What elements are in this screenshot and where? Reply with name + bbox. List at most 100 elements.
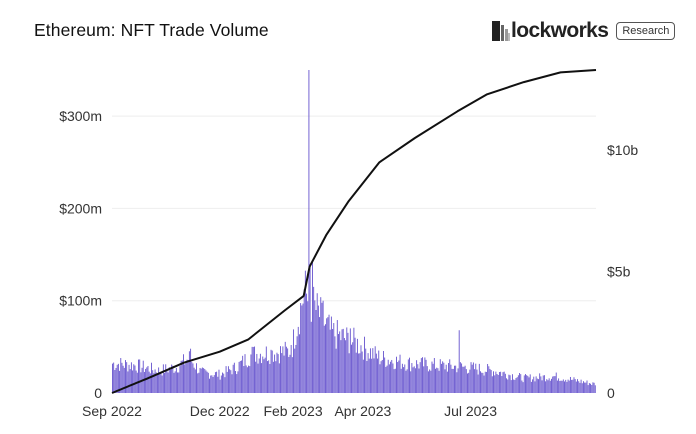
volume-bar bbox=[334, 336, 336, 393]
volume-bar bbox=[541, 380, 543, 393]
volume-bar bbox=[451, 368, 453, 393]
volume-bar bbox=[237, 371, 239, 393]
volume-bar bbox=[263, 359, 265, 393]
volume-bar bbox=[588, 383, 590, 393]
volume-bar bbox=[113, 362, 115, 393]
volume-bar bbox=[496, 373, 498, 393]
volume-bar bbox=[542, 375, 544, 393]
volume-bar bbox=[440, 363, 442, 393]
volume-bar bbox=[359, 353, 361, 393]
volume-bar bbox=[191, 361, 193, 393]
volume-bar bbox=[549, 380, 551, 393]
volume-bar bbox=[594, 385, 596, 393]
volume-bar bbox=[147, 365, 149, 393]
volume-bar bbox=[264, 357, 266, 393]
volume-bar bbox=[272, 361, 274, 393]
volume-bar bbox=[488, 366, 490, 393]
volume-bar bbox=[445, 364, 447, 393]
volume-bar bbox=[258, 358, 260, 393]
volume-bar bbox=[193, 367, 195, 393]
volume-bar bbox=[142, 360, 144, 393]
volume-bar bbox=[478, 363, 480, 393]
volume-bar bbox=[568, 380, 570, 393]
volume-bar bbox=[203, 368, 205, 393]
volume-bar bbox=[200, 368, 202, 393]
volume-bar bbox=[294, 348, 296, 393]
volume-bar bbox=[235, 371, 237, 393]
volume-bar bbox=[188, 351, 190, 393]
volume-bar bbox=[365, 348, 367, 393]
volume-bar bbox=[566, 381, 568, 393]
y-left-tick-label: $200m bbox=[59, 200, 102, 216]
volume-bar bbox=[119, 370, 121, 393]
volume-bar bbox=[262, 356, 264, 393]
volume-bar bbox=[483, 375, 485, 393]
volume-bar bbox=[396, 356, 397, 393]
volume-bar bbox=[270, 349, 272, 393]
volume-bar bbox=[442, 361, 444, 393]
volume-bar bbox=[156, 374, 158, 393]
volume-bar bbox=[288, 356, 290, 393]
volume-bar bbox=[409, 357, 410, 393]
volume-bar bbox=[548, 378, 550, 393]
volume-bar bbox=[165, 364, 167, 393]
volume-bar bbox=[498, 372, 500, 393]
volume-bar bbox=[220, 375, 222, 393]
volume-bar bbox=[521, 380, 523, 393]
volume-bar bbox=[240, 360, 242, 393]
volume-bar bbox=[392, 363, 394, 393]
y-left-tick-label: 0 bbox=[94, 385, 102, 401]
volume-bar bbox=[233, 362, 235, 393]
volume-bar bbox=[206, 371, 208, 393]
volume-bar bbox=[143, 371, 145, 393]
volume-bar bbox=[503, 371, 505, 393]
volume-bar bbox=[201, 367, 203, 393]
volume-bar bbox=[281, 353, 283, 393]
volume-bar bbox=[239, 360, 241, 393]
volume-bar bbox=[316, 293, 318, 393]
volume-bar bbox=[560, 380, 562, 393]
volume-bar bbox=[230, 370, 232, 393]
x-tick-label: Sep 2022 bbox=[82, 403, 142, 419]
volume-bar bbox=[291, 357, 293, 393]
volume-bar bbox=[502, 372, 504, 393]
volume-bar bbox=[556, 380, 558, 393]
volume-bar bbox=[433, 358, 435, 393]
volume-bar bbox=[314, 300, 316, 393]
x-tick-label: Feb 2023 bbox=[263, 403, 322, 419]
volume-bar bbox=[510, 380, 512, 393]
volume-bar bbox=[526, 375, 528, 393]
volume-bar bbox=[300, 303, 302, 393]
volume-bar bbox=[187, 359, 189, 393]
volume-bar bbox=[443, 362, 445, 393]
volume-bar bbox=[304, 270, 306, 393]
volume-bar bbox=[297, 326, 299, 393]
volume-bar bbox=[511, 374, 513, 393]
volume-bar bbox=[373, 358, 375, 393]
volume-bar bbox=[461, 363, 463, 393]
volume-bar bbox=[145, 368, 147, 393]
volume-bar bbox=[161, 375, 163, 393]
volume-bar bbox=[301, 305, 303, 393]
volume-bar bbox=[218, 369, 220, 393]
volume-bar bbox=[572, 379, 574, 393]
volume-bar bbox=[565, 379, 567, 393]
volume-bar bbox=[346, 327, 348, 393]
volume-bar bbox=[584, 382, 586, 393]
volume-bar bbox=[353, 327, 355, 393]
volume-bar bbox=[534, 381, 536, 393]
x-tick-label: Dec 2022 bbox=[190, 403, 250, 419]
volume-bar bbox=[213, 375, 215, 393]
volume-bar bbox=[175, 367, 177, 393]
volume-bar bbox=[342, 328, 344, 393]
volume-bar bbox=[177, 372, 179, 393]
volume-bar bbox=[558, 378, 560, 393]
volume-bar bbox=[211, 375, 213, 393]
volume-bar bbox=[474, 369, 476, 393]
volume-bar bbox=[180, 360, 182, 393]
volume-bar bbox=[325, 324, 326, 393]
volume-bar bbox=[354, 337, 356, 393]
volume-bar bbox=[555, 372, 557, 393]
volume-bar bbox=[382, 351, 384, 393]
volume-bar bbox=[267, 361, 268, 393]
